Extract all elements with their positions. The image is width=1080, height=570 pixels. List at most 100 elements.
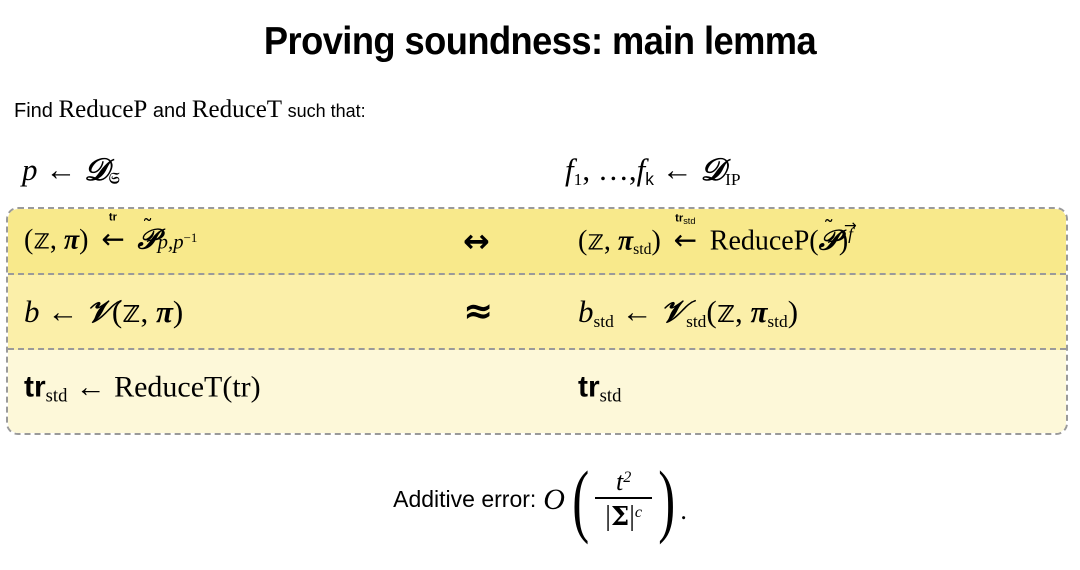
sigma-symbol: Σ — [610, 502, 630, 533]
trace-right-expression: trstd — [578, 369, 621, 414]
left-arrow-icon: ← — [661, 152, 693, 187]
var-f-k-subscript: k — [645, 168, 654, 189]
reduce-t-call: ReduceT(tr) — [114, 370, 261, 404]
fraction-numerator: t2 — [606, 468, 641, 497]
verifier-symbol: 𝒱 — [660, 293, 687, 330]
lead-in-reduce-t: ReduceT — [191, 96, 283, 123]
var-f-1-subscript: 1 — [573, 169, 583, 189]
table-row: b ← 𝒱(𝕫, π) ≈ bstd ← 𝒱std(𝕫, πstd) — [8, 275, 1066, 350]
var-b-subscript: std — [593, 311, 614, 331]
paren-close: ) — [651, 225, 661, 257]
left-arrow-icon: ← — [75, 370, 106, 404]
period: . — [680, 495, 687, 525]
dist-d-subscript: 𝔖 — [108, 170, 120, 188]
paren-open: ( — [111, 293, 123, 329]
f-vector-superscript: → f — [843, 216, 857, 244]
prover-symbol: 𝒫 — [137, 222, 158, 256]
additive-error-line: Additive error: O ( t2 |Σ|c ) . — [0, 454, 1080, 546]
tr-std-symbol: trstd — [24, 370, 68, 406]
paren-open: ( — [572, 454, 590, 546]
blackboard-x: 𝕫 — [33, 224, 50, 256]
sampling-left: p ← 𝒟𝔖 — [22, 147, 120, 193]
paren-close: ) — [658, 454, 676, 546]
verifier-right-expression: bstd ← 𝒱std(𝕫, πstd) — [578, 294, 798, 330]
left-arrow-icon: ← — [673, 223, 697, 257]
prover-script-p: ˜ 𝒫 — [818, 216, 839, 258]
left-arrow-icon: ← — [101, 222, 125, 256]
prover-script-p: ˜ 𝒫 — [137, 215, 158, 257]
tr-std-symbol: trstd — [578, 370, 622, 406]
left-arrow-icon: ← — [47, 293, 79, 329]
arrow-label-text: tr — [675, 212, 684, 225]
var-b: b — [578, 293, 594, 329]
labeled-arrow-tr: tr ← — [95, 211, 130, 258]
fraction-bar — [595, 497, 653, 500]
prover-superscript-exponent: −1 — [183, 230, 198, 245]
lead-in-such-that: such that: — [287, 101, 366, 121]
table-row: (𝕫, π) tr ← ˜ 𝒫p,p−1 ↔ (𝕫, πstd) trstd ← … — [8, 209, 1066, 275]
pi-symbol: π — [155, 293, 173, 329]
tr-text: tr — [578, 370, 600, 404]
abs-bar-left: | — [605, 501, 611, 533]
clipped-bottom-formula — [0, 552, 1080, 570]
pi-symbol: π — [750, 293, 768, 329]
pi-subscript: std — [767, 311, 788, 331]
error-fraction: t2 |Σ|c — [595, 468, 653, 532]
additive-error-label: Additive error: — [393, 486, 537, 513]
c-exponent: c — [634, 504, 643, 522]
left-arrow-icon: ← — [45, 152, 77, 187]
tilde-accent-icon: ˜ — [823, 216, 835, 243]
additive-error-expression: Additive error: O ( t2 |Σ|c ) . — [393, 454, 687, 546]
t-symbol: t — [616, 467, 624, 496]
abs-bar-right: | — [629, 501, 635, 533]
sampling-row: p ← 𝒟𝔖 f1, …,fk ← 𝒟IP — [0, 147, 1080, 199]
lead-in-line: Find ReduceP and ReduceT such that: — [14, 96, 366, 125]
verifier-subscript: std — [686, 311, 707, 331]
dist-d-ip-subscript: IP — [725, 169, 741, 189]
arrow-label: tr — [108, 211, 118, 224]
comma: , — [603, 225, 618, 257]
prover-right-expression: (𝕫, πstd) trstd ← ReduceP(˜ 𝒫) → f — [578, 213, 857, 259]
correspondence-icon: ↔ — [463, 222, 490, 260]
fraction-denominator: |Σ|c — [595, 499, 652, 531]
arrow-label: trstd — [675, 213, 695, 225]
labeled-arrow-tr-std: trstd ← — [668, 213, 703, 259]
var-b: b — [24, 293, 40, 329]
blackboard-x: 𝕫 — [716, 293, 735, 329]
lead-in-reduce-p: ReduceP — [58, 96, 148, 123]
var-f-1: f — [565, 152, 574, 187]
var-f-k: f — [636, 152, 646, 187]
tilde-accent-icon: ˜ — [141, 215, 154, 242]
table-row: trstd ← ReduceT(tr) trstd — [8, 350, 1066, 433]
prover-superscript: p,p — [157, 231, 184, 254]
arrow-label-subscript: std — [683, 215, 696, 226]
approx-equal-icon: ≈ — [463, 290, 494, 332]
verifier-left-expression: b ← 𝒱(𝕫, π) — [24, 294, 183, 330]
big-o-symbol: O — [543, 482, 565, 516]
sampling-right: f1, …,fk ← 𝒟IP — [565, 147, 741, 193]
tr-subscript: std — [45, 384, 68, 406]
paren-open: ( — [706, 293, 717, 329]
trace-left-expression: trstd ← ReduceT(tr) — [24, 369, 261, 414]
comma: , — [49, 224, 64, 256]
blackboard-x: 𝕫 — [587, 225, 604, 257]
paren-close: ) — [172, 293, 184, 329]
comma: , — [140, 293, 156, 329]
t-exponent: 2 — [623, 468, 632, 486]
f-symbol: f — [848, 224, 853, 244]
blackboard-x: 𝕫 — [122, 293, 141, 329]
left-arrow-icon: ← — [621, 293, 653, 329]
paren-close: ) — [787, 293, 799, 329]
lead-in-find: Find — [14, 100, 53, 122]
lead-in-and: and — [152, 100, 187, 122]
ellipsis: , …, — [582, 152, 637, 187]
paren-open: ( — [578, 225, 588, 257]
reduce-p-call: ReduceP( — [709, 225, 819, 257]
lemma-box: (𝕫, π) tr ← ˜ 𝒫p,p−1 ↔ (𝕫, πstd) trstd ← … — [6, 207, 1068, 435]
verifier-symbol: 𝒱 — [86, 293, 112, 330]
dist-d-ip: 𝒟 — [700, 152, 726, 188]
paren-close: ) — [79, 224, 89, 256]
tr-subscript: std — [599, 384, 622, 406]
prover-symbol: 𝒫 — [818, 223, 839, 257]
clipped-glyphs — [465, 552, 615, 570]
